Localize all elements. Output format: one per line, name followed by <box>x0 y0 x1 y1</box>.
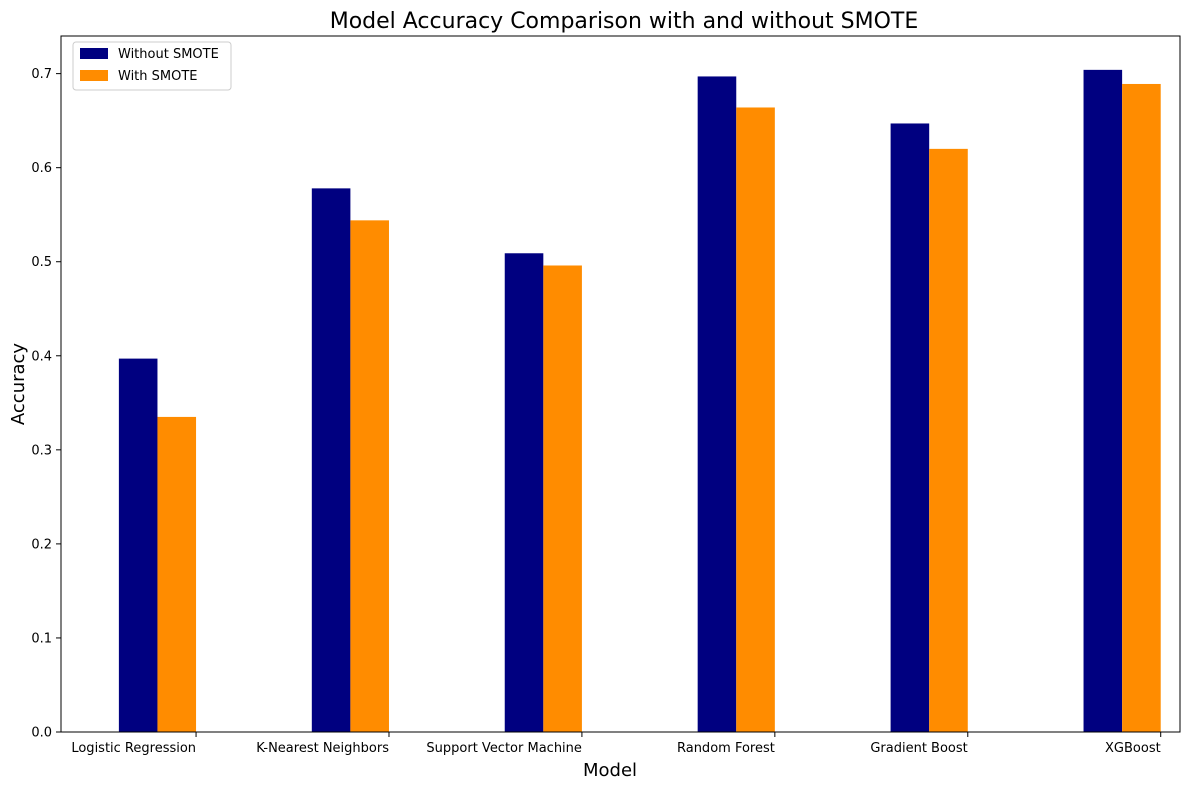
bar-with-smote-xgboost <box>1122 83 1161 732</box>
y-axis: 0.0 0.1 0.2 0.3 0.4 0.5 0.6 0.7 <box>31 67 61 741</box>
x-tick-label: Gradient Boost <box>870 741 967 756</box>
y-tick-label: 0.1 <box>31 631 52 646</box>
legend-label-without-smote: Without SMOTE <box>118 47 219 62</box>
x-tick-label: Random Forest <box>677 741 775 756</box>
bar-without-smote-support-vector-machine <box>504 253 544 732</box>
bar-without-smote-logistic-regression <box>118 358 158 732</box>
y-tick-label: 0.4 <box>31 349 52 364</box>
y-tick-label: 0.3 <box>31 443 52 458</box>
bar-without-smote-gradient-boost <box>890 123 930 732</box>
x-axis-label: Model <box>583 760 637 781</box>
y-tick-label: 0.2 <box>31 537 52 552</box>
bar-with-smote-gradient-boost <box>929 148 968 732</box>
x-tick-label: XGBoost <box>1105 741 1161 756</box>
legend-label-with-smote: With SMOTE <box>118 69 198 84</box>
x-tick-label: Support Vector Machine <box>426 741 582 756</box>
bar-with-smote-support-vector-machine <box>543 265 582 732</box>
y-tick-label: 0.5 <box>31 255 52 270</box>
chart-title: Model Accuracy Comparison with and witho… <box>330 9 919 34</box>
plot-area-frame <box>60 35 1181 733</box>
y-axis-label: Accuracy <box>8 343 29 426</box>
x-tick-label: K-Nearest Neighbors <box>256 741 389 756</box>
bar-with-smote-k-nearest-neighbors <box>350 220 389 732</box>
legend-swatch-with-smote <box>80 70 108 81</box>
bar-with-smote-logistic-regression <box>157 416 197 732</box>
y-tick-label: 0.6 <box>31 161 52 176</box>
bar-with-smote-random-forest <box>736 107 775 732</box>
bar-without-smote-xgboost <box>1083 69 1123 733</box>
bars-layer <box>118 69 1161 733</box>
x-tick-label: Logistic Regression <box>71 741 196 756</box>
y-tick-label: 0.7 <box>31 67 52 82</box>
bar-without-smote-random-forest <box>697 76 737 733</box>
legend-frame <box>72 41 232 91</box>
x-axis: Logistic Regression K-Nearest Neighbors Su… <box>71 732 1162 756</box>
bar-without-smote-k-nearest-neighbors <box>311 188 351 733</box>
legend-swatch-without-smote <box>80 48 108 59</box>
y-tick-label: 0.0 <box>31 726 52 741</box>
legend: Without SMOTE With SMOTE <box>72 41 232 91</box>
